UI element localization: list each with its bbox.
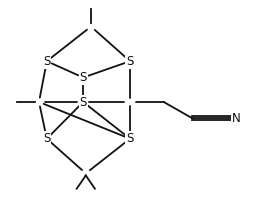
Text: S: S [43, 132, 50, 145]
Text: S: S [80, 71, 87, 84]
Text: S: S [126, 55, 134, 68]
Text: S: S [80, 95, 87, 109]
Text: S: S [43, 55, 50, 68]
Text: N: N [232, 112, 241, 125]
Text: S: S [126, 132, 134, 145]
